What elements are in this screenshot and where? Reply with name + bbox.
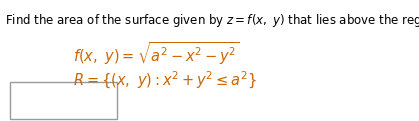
Bar xyxy=(10,82,117,119)
Text: $R = \{(x,\ y): x^2 + y^2 \leq a^2\}$: $R = \{(x,\ y): x^2 + y^2 \leq a^2\}$ xyxy=(73,70,257,91)
Text: Find the area of the surface given by $z = f(x,\ y)$ that lies above the region : Find the area of the surface given by $z… xyxy=(5,12,419,29)
Text: $f(x,\ y) = \sqrt{a^2 - x^2 - y^2}$: $f(x,\ y) = \sqrt{a^2 - x^2 - y^2}$ xyxy=(73,40,240,67)
